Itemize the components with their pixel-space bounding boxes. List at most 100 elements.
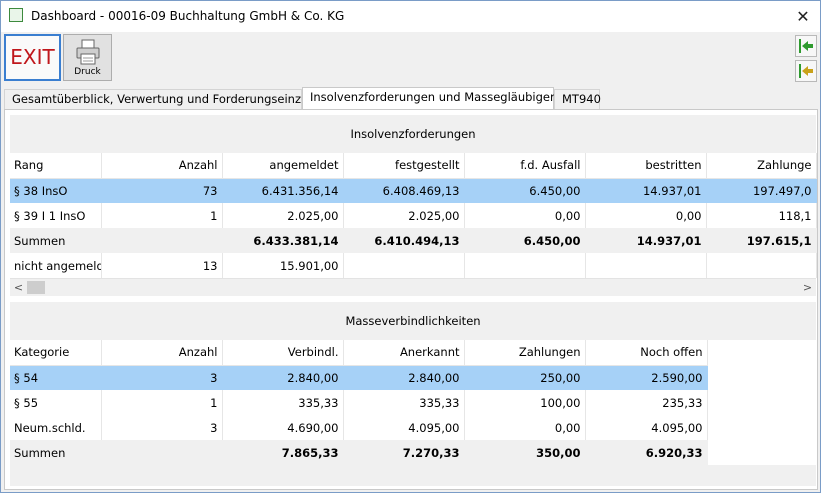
table-cell: 1 (101, 203, 223, 228)
table-cell: 4.095,00 (585, 415, 708, 440)
print-label: Druck (74, 67, 101, 77)
table-cell: § 54 (10, 365, 102, 390)
title-bar: Dashboard - 00016-09 Buchhaltung GmbH & … (1, 1, 820, 32)
table-cell: 2.840,00 (343, 365, 465, 390)
table-cell: 7.270,33 (343, 440, 465, 465)
table-cell: 6.431.356,14 (222, 178, 344, 203)
table-cell: § 39 I 1 InsO (10, 203, 102, 228)
table-row[interactable]: Neum.schld. 3 4.690,00 4.095,00 0,00 4.0… (10, 415, 708, 440)
window-title: Dashboard - 00016-09 Buchhaltung GmbH & … (31, 9, 345, 23)
table-cell: 7.865,33 (222, 440, 344, 465)
exit-button[interactable]: EXIT (4, 34, 61, 81)
table-cell: 235,33 (585, 390, 708, 415)
summary-row[interactable]: Summen 7.865,33 7.270,33 350,00 6.920,33 (10, 440, 708, 465)
table-header-row: Kategorie Anzahl Verbindl. Anerkannt Zah… (10, 340, 708, 366)
table-row[interactable]: § 38 InsO 73 6.431.356,14 6.408.469,13 6… (10, 178, 817, 203)
table-header-row: Rang Anzahl angemeldet festgestellt f.d.… (10, 153, 817, 179)
column-header[interactable]: Noch offen (585, 340, 708, 366)
table-cell: nicht angemeldet (10, 253, 102, 278)
table-row[interactable]: nicht angemeldet 13 15.901,00 (10, 253, 817, 278)
table-cell: 118,1 (706, 203, 817, 228)
table-cell: 1 (101, 390, 223, 415)
table-cell: 13 (101, 253, 223, 278)
table-cell: 0,00 (464, 203, 586, 228)
summary-row[interactable]: Summen 6.433.381,14 6.410.494,13 6.450,0… (10, 228, 817, 253)
table-cell: 4.690,00 (222, 415, 344, 440)
table-cell: 14.937,01 (585, 228, 707, 253)
table-cell: 6.410.494,13 (343, 228, 465, 253)
table-cell: 14.937,01 (585, 178, 707, 203)
back-button[interactable] (795, 35, 817, 57)
table-cell: 2.590,00 (585, 365, 708, 390)
column-header[interactable]: Anzahl (101, 340, 223, 366)
table-cell (101, 440, 223, 465)
claims-table: Rang Anzahl angemeldet festgestellt f.d.… (10, 153, 817, 278)
printer-icon (76, 39, 100, 65)
table-cell: 197.615,1 (706, 228, 817, 253)
table-cell: Summen (10, 440, 102, 465)
table-cell: 2.840,00 (222, 365, 344, 390)
column-header[interactable]: Zahlunge (706, 153, 817, 179)
table-cell (101, 228, 223, 253)
table-cell: 6.450,00 (464, 178, 586, 203)
table-cell (706, 253, 817, 278)
table-cell: 100,00 (464, 390, 586, 415)
scroll-left-icon[interactable]: < (13, 281, 24, 294)
column-header[interactable]: Zahlungen (464, 340, 586, 366)
table-cell: 6.450,00 (464, 228, 586, 253)
table-cell: 3 (101, 415, 223, 440)
scroll-right-icon[interactable]: > (802, 281, 813, 294)
tab-panel: Insolvenzforderungen Rang Anzahl angemel… (4, 109, 818, 490)
table-cell: 197.497,0 (706, 178, 817, 203)
column-header[interactable]: Rang (10, 153, 102, 179)
app-icon (9, 8, 23, 22)
column-header[interactable]: Kategorie (10, 340, 102, 366)
table-cell (464, 253, 586, 278)
tab-mt940[interactable]: MT940 (554, 89, 601, 109)
table-cell (343, 253, 465, 278)
table-cell: 335,33 (222, 390, 344, 415)
toolbar: EXIT Druck (1, 32, 820, 85)
table-cell: 6.408.469,13 (343, 178, 465, 203)
print-button[interactable]: Druck (63, 34, 112, 81)
estate-liabilities-grid: Masseverbindlichkeiten Kategorie Anzahl … (10, 302, 816, 486)
table-row[interactable]: § 39 I 1 InsO 1 2.025,00 2.025,00 0,00 0… (10, 203, 817, 228)
tab-overview[interactable]: Gesamtüberblick, Verwertung und Forderun… (4, 89, 316, 109)
tab-insolvency-claims[interactable]: Insolvenzforderungen und Massegläubiger (302, 87, 555, 110)
table-row[interactable]: § 55 1 335,33 335,33 100,00 235,33 (10, 390, 708, 415)
scroll-thumb[interactable] (27, 281, 45, 294)
column-header[interactable]: bestritten (585, 153, 707, 179)
tab-bar: Gesamtüberblick, Verwertung und Forderun… (4, 87, 820, 110)
table-cell: 3 (101, 365, 223, 390)
grid-title: Insolvenzforderungen (10, 115, 816, 153)
table-cell: 350,00 (464, 440, 586, 465)
table-cell: 0,00 (464, 415, 586, 440)
table-cell: 15.901,00 (222, 253, 344, 278)
column-header[interactable]: f.d. Ausfall (464, 153, 586, 179)
column-header[interactable]: Verbindl. (222, 340, 344, 366)
table-cell: § 55 (10, 390, 102, 415)
table-cell: Neum.schld. (10, 415, 102, 440)
table-cell: 2.025,00 (222, 203, 344, 228)
column-header[interactable]: Anerkannt (343, 340, 465, 366)
column-header[interactable]: festgestellt (343, 153, 465, 179)
table-cell (585, 253, 707, 278)
grid-footer (10, 465, 816, 486)
arrow-left-icon (799, 39, 813, 53)
table-cell: 250,00 (464, 365, 586, 390)
table-cell: Summen (10, 228, 102, 253)
table-cell: 335,33 (343, 390, 465, 415)
insolvency-claims-grid: Insolvenzforderungen Rang Anzahl angemel… (10, 115, 817, 298)
back-to-start-button[interactable] (795, 60, 817, 82)
liabilities-table: Kategorie Anzahl Verbindl. Anerkannt Zah… (10, 340, 708, 465)
column-header[interactable]: Anzahl (101, 153, 223, 179)
table-cell: 73 (101, 178, 223, 203)
table-row[interactable]: § 54 3 2.840,00 2.840,00 250,00 2.590,00 (10, 365, 708, 390)
horizontal-scrollbar[interactable]: < > (10, 278, 816, 296)
grid-title: Masseverbindlichkeiten (10, 302, 816, 340)
column-header[interactable]: angemeldet (222, 153, 344, 179)
table-cell: 6.920,33 (585, 440, 708, 465)
table-cell: 0,00 (585, 203, 707, 228)
close-icon[interactable]: ✕ (796, 7, 810, 26)
